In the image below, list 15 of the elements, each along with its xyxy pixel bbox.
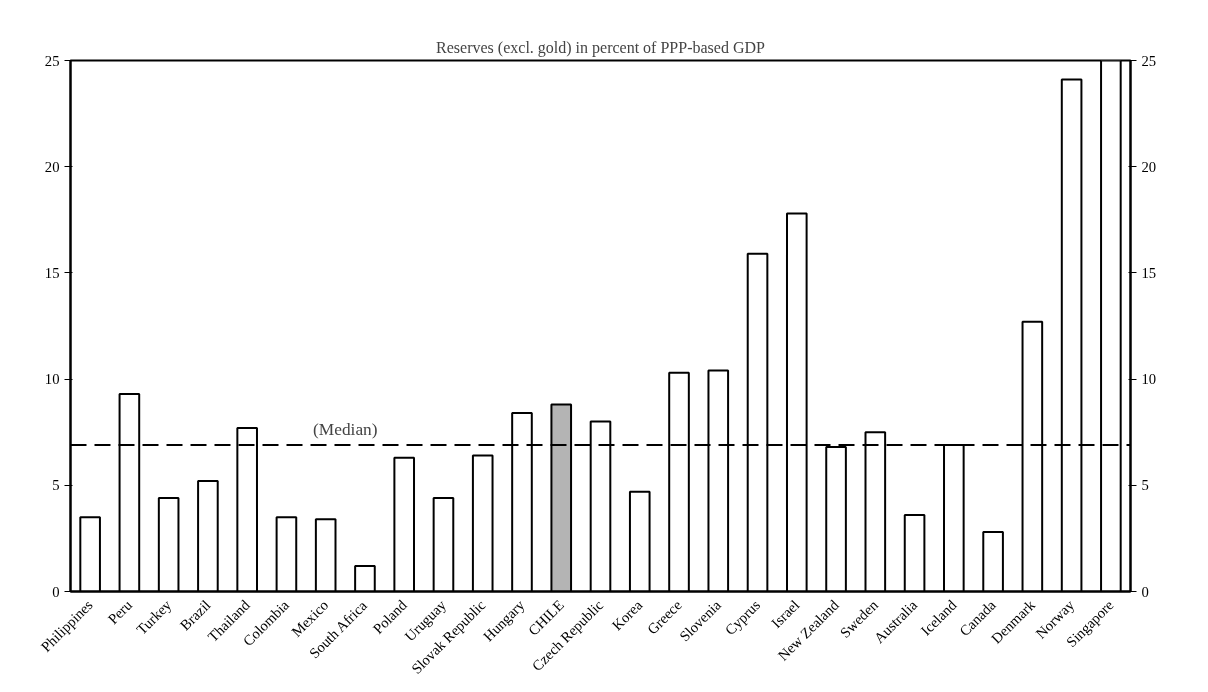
ref-line-label: (Median) bbox=[313, 419, 378, 439]
y-tick-label: 15 bbox=[44, 264, 60, 281]
x-tick-label: Peru bbox=[104, 596, 136, 628]
y-tick-label: 5 bbox=[52, 477, 60, 494]
y2-tick-label: 10 bbox=[1141, 371, 1157, 388]
y-tick-label: 10 bbox=[44, 371, 60, 388]
y2-tick-label: 5 bbox=[1141, 477, 1149, 494]
y-tick-label: 25 bbox=[44, 52, 60, 69]
y2-tick-label: 20 bbox=[1141, 158, 1157, 175]
y2-tick-label: 25 bbox=[1141, 52, 1157, 69]
chart-title: Reserves (excl. gold) in percent of PPP-based GDP bbox=[436, 38, 766, 57]
y2-tick-label: 15 bbox=[1141, 264, 1157, 281]
y-tick-label: 20 bbox=[44, 158, 60, 175]
y2-tick-label: 0 bbox=[1141, 583, 1149, 600]
y-tick-label: 0 bbox=[52, 583, 60, 600]
